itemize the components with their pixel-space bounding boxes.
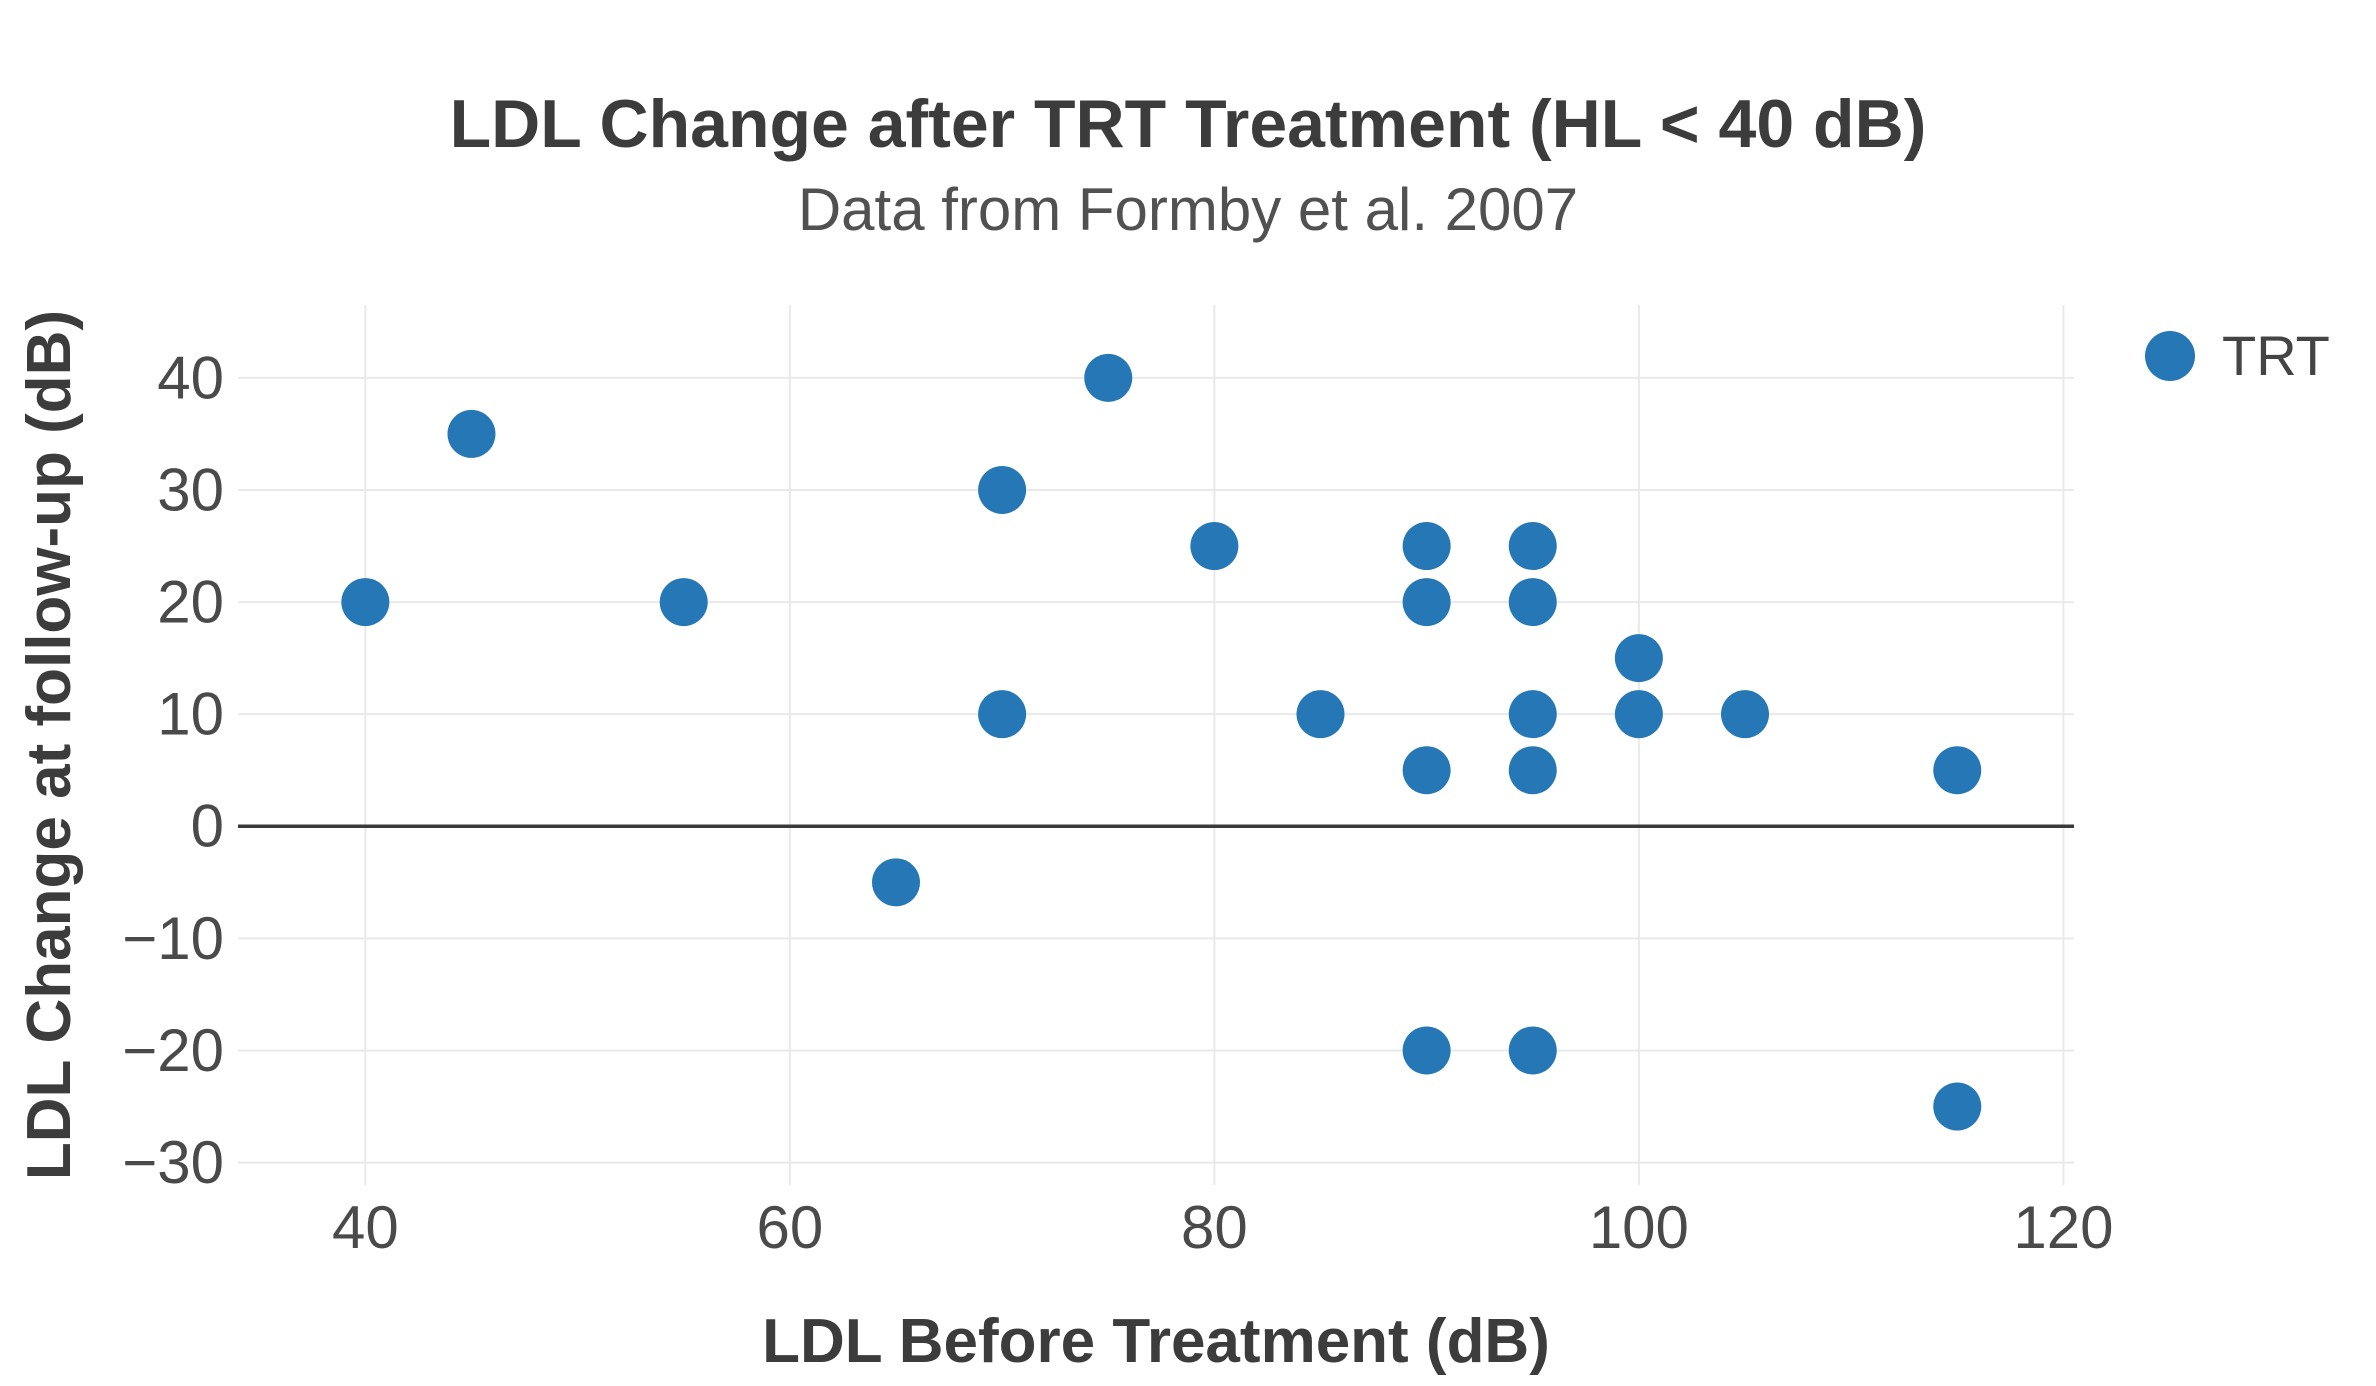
chart-subtitle: Data from Formby et al. 2007 — [798, 176, 1578, 243]
y-tick-label: −10 — [122, 905, 224, 972]
data-point-trt[interactable] — [1508, 1026, 1557, 1075]
y-tick-label: −20 — [122, 1017, 224, 1084]
x-tick-label: 40 — [332, 1194, 399, 1261]
y-tick-labels: 40 30 20 10 0 −10 −20 −30 — [122, 344, 224, 1196]
data-point-trt[interactable] — [1402, 1026, 1451, 1075]
y-tick-label: 20 — [157, 568, 224, 635]
data-point-trt[interactable] — [1402, 746, 1451, 795]
y-tick-label: 10 — [157, 681, 224, 748]
y-tick-label: −30 — [122, 1129, 224, 1196]
y-tick-label: 0 — [191, 793, 224, 860]
y-axis-label: LDL Change at follow-up (dB) — [15, 310, 84, 1180]
x-tick-labels: 40 60 80 100 120 — [332, 1194, 2113, 1261]
chart-title: LDL Change after TRT Treatment (HL < 40 … — [450, 86, 1927, 162]
gridlines — [238, 305, 2074, 1185]
legend-marker-trt[interactable] — [2145, 331, 2195, 381]
data-point-trt[interactable] — [1084, 353, 1133, 402]
x-axis-label: LDL Before Treatment (dB) — [762, 1307, 1550, 1376]
data-point-trt[interactable] — [1402, 522, 1451, 571]
data-point-trt[interactable] — [1508, 746, 1557, 795]
data-point-trt[interactable] — [659, 578, 708, 627]
x-tick-label: 120 — [2013, 1194, 2113, 1261]
legend[interactable]: TRT — [2145, 324, 2330, 387]
data-point-trt[interactable] — [1296, 690, 1345, 739]
x-tick-label: 100 — [1589, 1194, 1689, 1261]
data-point-trt[interactable] — [1508, 578, 1557, 627]
data-points — [341, 353, 1982, 1131]
data-point-trt[interactable] — [871, 858, 920, 907]
x-tick-label: 80 — [1181, 1194, 1248, 1261]
data-point-trt[interactable] — [1614, 634, 1663, 683]
data-point-trt[interactable] — [447, 409, 496, 458]
y-tick-label: 30 — [157, 456, 224, 523]
data-point-trt[interactable] — [978, 465, 1027, 514]
data-point-trt[interactable] — [1508, 690, 1557, 739]
data-point-trt[interactable] — [341, 578, 390, 627]
data-point-trt[interactable] — [1721, 690, 1770, 739]
data-point-trt[interactable] — [1402, 578, 1451, 627]
data-point-trt[interactable] — [1933, 746, 1982, 795]
x-tick-label: 60 — [756, 1194, 823, 1261]
data-point-trt[interactable] — [1508, 522, 1557, 571]
data-point-trt[interactable] — [1614, 690, 1663, 739]
data-point-trt[interactable] — [1190, 522, 1239, 571]
y-tick-label: 40 — [157, 344, 224, 411]
legend-label-trt[interactable]: TRT — [2222, 324, 2330, 387]
data-point-trt[interactable] — [1933, 1082, 1982, 1131]
data-point-trt[interactable] — [978, 690, 1027, 739]
